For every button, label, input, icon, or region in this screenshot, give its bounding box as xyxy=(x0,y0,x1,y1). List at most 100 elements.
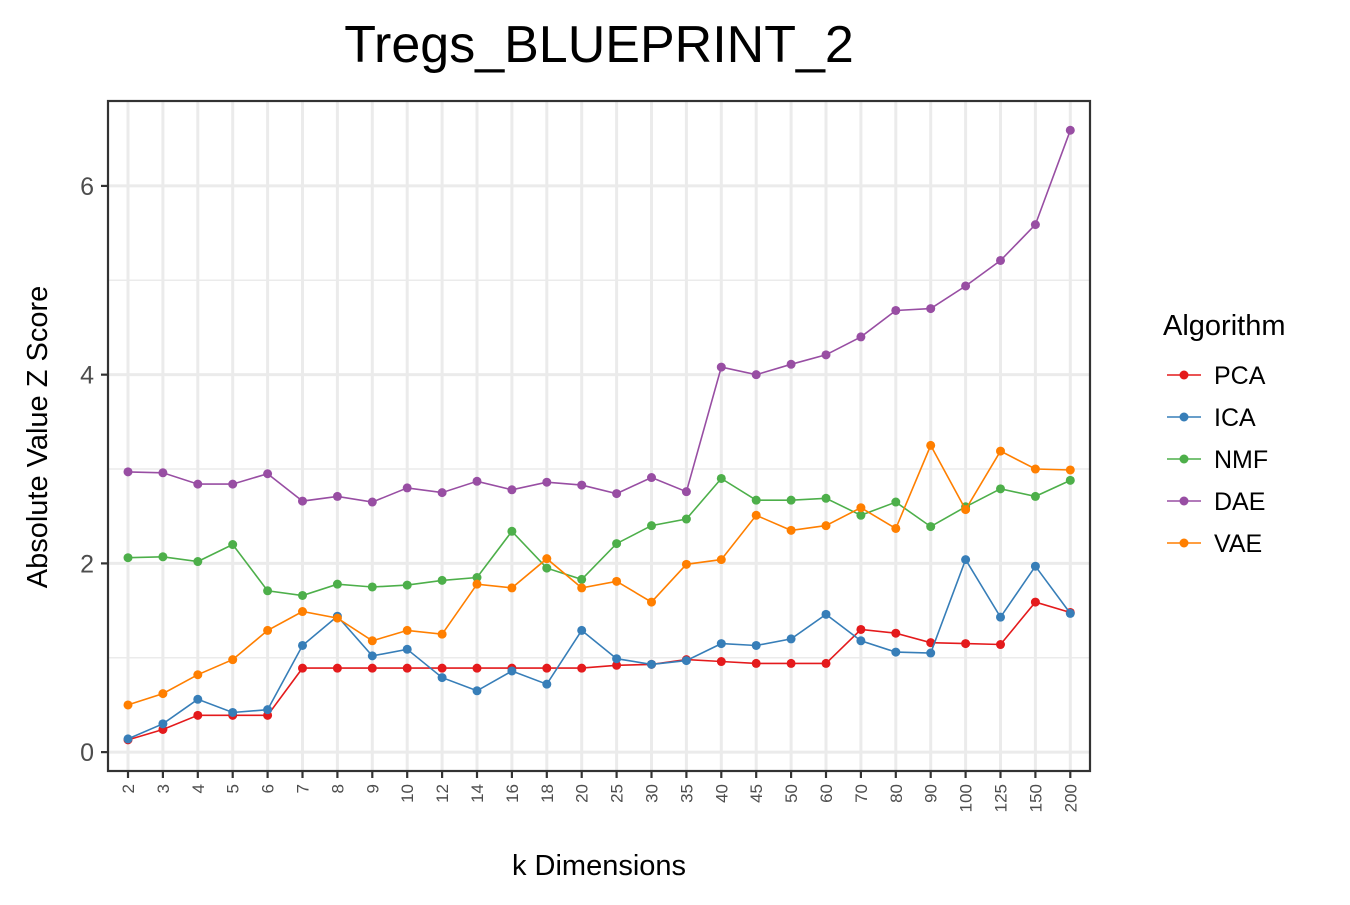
x-tick-label: 40 xyxy=(712,784,731,803)
data-point-pca xyxy=(402,663,412,673)
data-point-nmf xyxy=(402,580,412,590)
data-point-vae xyxy=(158,689,168,699)
data-point-dae xyxy=(856,332,866,342)
x-tick-label: 30 xyxy=(643,784,662,803)
data-point-nmf xyxy=(263,586,273,596)
data-point-nmf xyxy=(1030,491,1040,501)
x-tick-label: 14 xyxy=(468,784,487,803)
panel-border xyxy=(106,99,1092,773)
data-point-nmf xyxy=(193,557,203,567)
data-point-nmf xyxy=(681,514,691,524)
data-point-nmf xyxy=(996,484,1005,494)
data-point-ica xyxy=(263,705,273,715)
data-point-vae xyxy=(402,625,412,635)
x-tick-label: 150 xyxy=(1026,784,1045,812)
y-tick-label: 0 xyxy=(80,739,94,767)
x-tick-label: 35 xyxy=(677,784,696,803)
x-axis-title: k Dimensions xyxy=(512,850,686,882)
data-point-vae xyxy=(228,655,238,665)
data-point-ica xyxy=(472,686,482,696)
x-tick-label: 5 xyxy=(224,784,243,793)
x-tick-label: 90 xyxy=(922,784,941,803)
data-point-nmf xyxy=(158,552,168,562)
data-point-ica xyxy=(1065,608,1075,618)
legend-key-point xyxy=(1179,454,1189,464)
data-point-pca xyxy=(1030,597,1040,607)
data-point-dae xyxy=(332,491,342,501)
series-line-pca xyxy=(127,601,1071,741)
data-point-ica xyxy=(228,707,238,717)
data-point-nmf xyxy=(577,574,587,584)
data-point-dae xyxy=(123,467,133,477)
data-point-vae xyxy=(123,700,133,710)
data-point-pca xyxy=(891,628,901,638)
legend: Algorithm PCA ICA NMF DAE VAE xyxy=(1163,310,1286,558)
data-point-dae xyxy=(402,483,412,493)
data-point-dae xyxy=(716,362,726,372)
x-tick-label: 200 xyxy=(1061,784,1080,812)
data-point-dae xyxy=(647,473,656,483)
series-line-ica xyxy=(127,557,1071,740)
data-point-dae xyxy=(926,304,936,314)
data-point-vae xyxy=(437,629,447,639)
x-tick-label: 2 xyxy=(119,784,138,793)
x-tick-label: 25 xyxy=(608,784,627,803)
data-point-dae xyxy=(1030,220,1040,230)
x-tick-label: 70 xyxy=(852,784,871,803)
data-point-vae xyxy=(332,613,342,623)
y-tick-label: 4 xyxy=(80,362,94,390)
data-point-nmf xyxy=(856,510,866,520)
data-point-dae xyxy=(542,477,552,487)
data-point-vae xyxy=(193,670,203,680)
data-point-dae xyxy=(786,359,796,369)
y-tick-label: 6 xyxy=(80,173,94,201)
data-point-dae xyxy=(263,469,273,479)
data-point-nmf xyxy=(123,553,133,563)
x-tick-label: 100 xyxy=(957,784,976,812)
data-point-pca xyxy=(437,663,447,673)
data-point-vae xyxy=(507,583,517,593)
data-point-pca xyxy=(542,663,552,673)
data-point-ica xyxy=(856,636,866,646)
data-point-dae xyxy=(298,496,307,506)
x-tick-label: 18 xyxy=(538,784,557,803)
data-point-vae xyxy=(681,559,691,569)
data-point-vae xyxy=(472,579,482,589)
legend-key-point xyxy=(1179,496,1189,506)
data-point-dae xyxy=(577,480,587,490)
data-point-ica xyxy=(367,651,377,661)
data-point-ica xyxy=(996,612,1005,622)
legend-label-dae: DAE xyxy=(1214,488,1265,516)
x-tick-label: 50 xyxy=(782,784,801,803)
x-tick-label: 12 xyxy=(433,784,452,803)
x-tick-label: 8 xyxy=(328,784,347,793)
data-point-ica xyxy=(681,656,691,666)
data-point-nmf xyxy=(507,526,517,536)
data-point-pca xyxy=(751,658,761,668)
data-point-dae xyxy=(751,370,761,380)
data-point-nmf xyxy=(786,495,796,505)
data-point-pca xyxy=(821,658,831,668)
data-point-dae xyxy=(228,479,238,489)
data-point-ica xyxy=(891,647,901,657)
data-point-dae xyxy=(367,497,377,507)
legend-label-pca: PCA xyxy=(1214,362,1266,390)
data-point-ica xyxy=(507,666,517,676)
data-point-pca xyxy=(786,658,796,668)
data-point-vae xyxy=(263,625,273,635)
data-point-pca xyxy=(612,660,622,670)
data-point-ica xyxy=(612,654,622,664)
data-point-pca xyxy=(332,663,342,673)
legend-label-nmf: NMF xyxy=(1214,446,1268,474)
x-tick-label: 9 xyxy=(363,784,382,793)
x-tick-label: 7 xyxy=(294,784,313,793)
data-point-nmf xyxy=(472,573,482,583)
data-point-nmf xyxy=(367,582,377,592)
data-point-dae xyxy=(193,479,203,489)
data-point-vae xyxy=(821,521,831,531)
series-line-dae xyxy=(127,130,1072,503)
data-point-pca xyxy=(856,624,866,634)
